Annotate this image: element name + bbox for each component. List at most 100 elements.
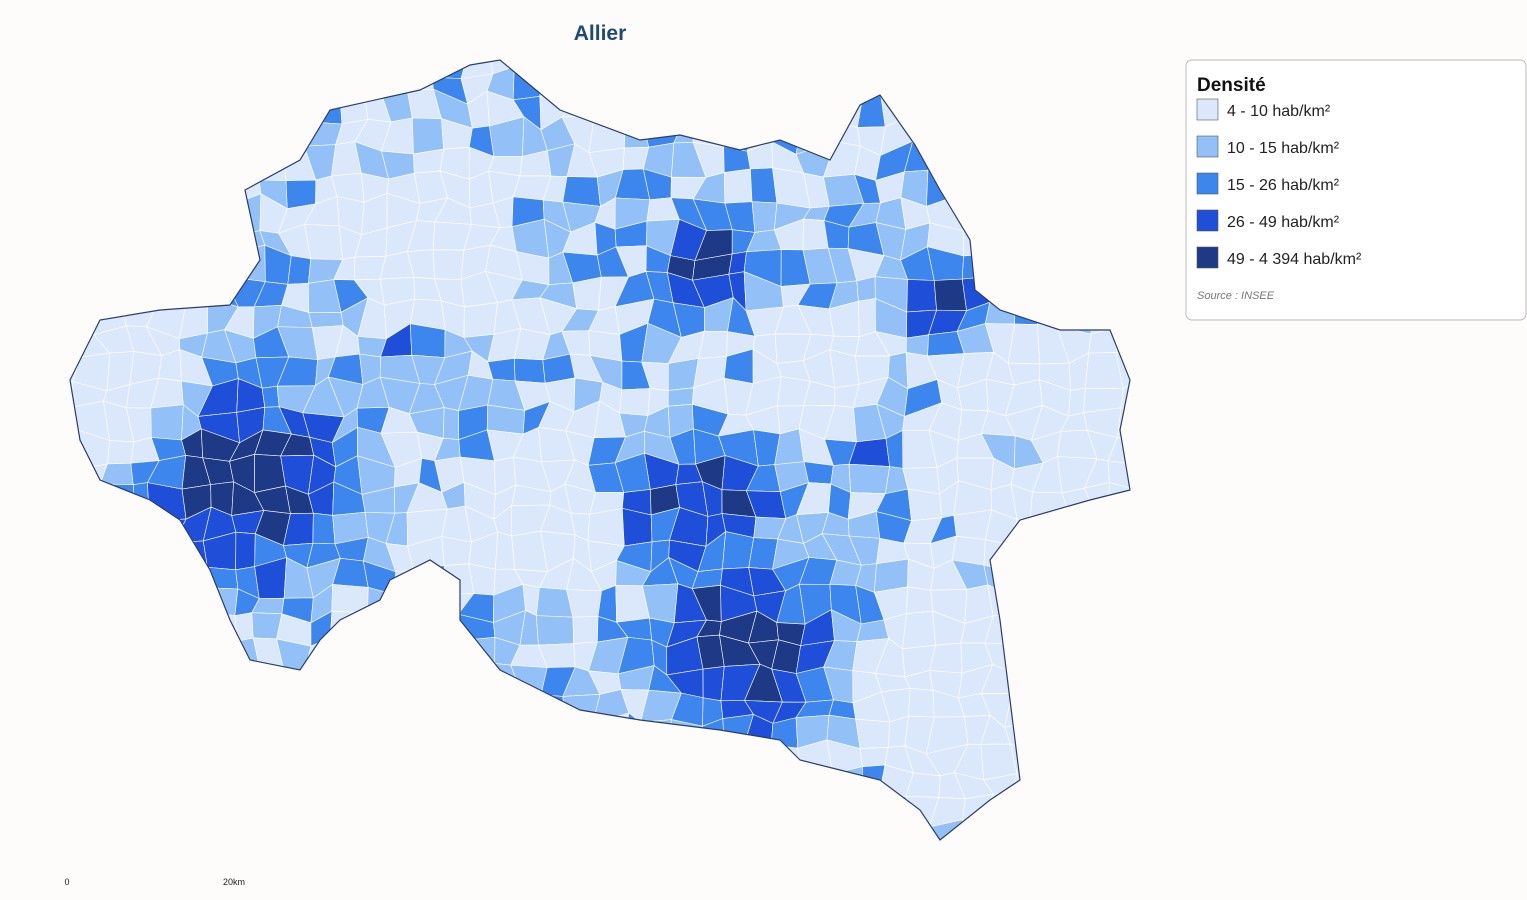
commune [855,793,880,822]
commune [1090,299,1123,335]
commune [978,143,1017,180]
commune [198,60,235,68]
map-title: Allier [574,22,627,45]
commune [70,727,104,755]
commune [1065,696,1096,723]
commune [728,60,761,79]
commune [70,276,79,301]
commune [1058,637,1095,676]
commune [171,249,212,285]
commune [1089,145,1123,180]
commune [70,533,82,566]
commune [171,62,209,97]
commune [70,94,84,131]
commune [149,518,187,543]
commune [722,531,755,570]
commune [588,712,630,753]
commune [1162,719,1197,749]
commune [462,739,491,781]
commune [261,66,291,104]
commune [440,637,469,671]
commune [486,404,526,435]
commune [106,169,134,205]
commune [106,610,133,651]
commune [1111,151,1130,177]
commune [204,697,232,723]
commune [93,697,134,728]
commune [102,645,126,675]
commune [1003,638,1042,672]
commune [1161,415,1201,431]
commune [1005,822,1042,840]
commune [1137,281,1166,311]
commune [512,816,553,840]
commune [746,89,783,125]
commune [437,696,472,727]
commune [1029,511,1069,545]
commune [125,856,160,876]
commune [157,743,185,777]
commune [128,532,155,572]
commune [798,771,833,798]
commune [798,831,829,840]
commune [172,144,214,181]
commune [406,77,434,92]
commune [123,725,159,749]
commune [1139,826,1172,859]
commune [1062,795,1094,834]
scale-end: 20km [223,877,245,887]
commune [70,247,103,278]
commune [124,97,158,130]
commune [387,820,417,840]
commune [1068,115,1094,147]
commune [1138,429,1164,465]
commune [1189,431,1227,462]
legend-swatch [1196,172,1219,195]
commune [70,171,80,203]
commune [516,741,550,780]
commune [1162,362,1197,390]
commune [236,116,266,146]
commune [126,790,161,833]
commune [337,845,370,882]
commune [770,744,801,780]
commune [380,713,421,747]
commune [384,637,411,672]
commune [70,637,81,673]
commune [515,694,549,728]
commune [121,254,159,282]
commune [70,72,81,98]
commune [98,589,133,619]
commune [207,276,239,308]
commune [593,764,630,798]
commune [1061,225,1092,251]
commune [1108,801,1130,830]
commune [70,589,110,611]
commune [1032,583,1064,621]
commune [719,828,760,840]
commune [1065,204,1092,234]
commune [122,642,160,666]
commune [748,774,784,793]
commune [79,143,109,173]
legend-label: 26 - 49 hab/km² [1227,214,1340,231]
commune [723,168,753,204]
commune [158,280,187,302]
commune [466,792,497,834]
commune [859,747,889,768]
commune [339,792,365,827]
commune [1164,454,1200,490]
commune [1038,638,1061,671]
commune [979,822,1009,840]
commune [150,819,183,840]
legend-label: 4 - 10 hab/km² [1227,103,1331,120]
commune [959,60,994,71]
commune [698,767,727,805]
commune [721,774,757,806]
commune [1082,714,1119,751]
commune [224,767,261,797]
commune [442,407,460,440]
commune [1167,255,1188,285]
commune [1139,612,1168,648]
commune [908,687,935,718]
